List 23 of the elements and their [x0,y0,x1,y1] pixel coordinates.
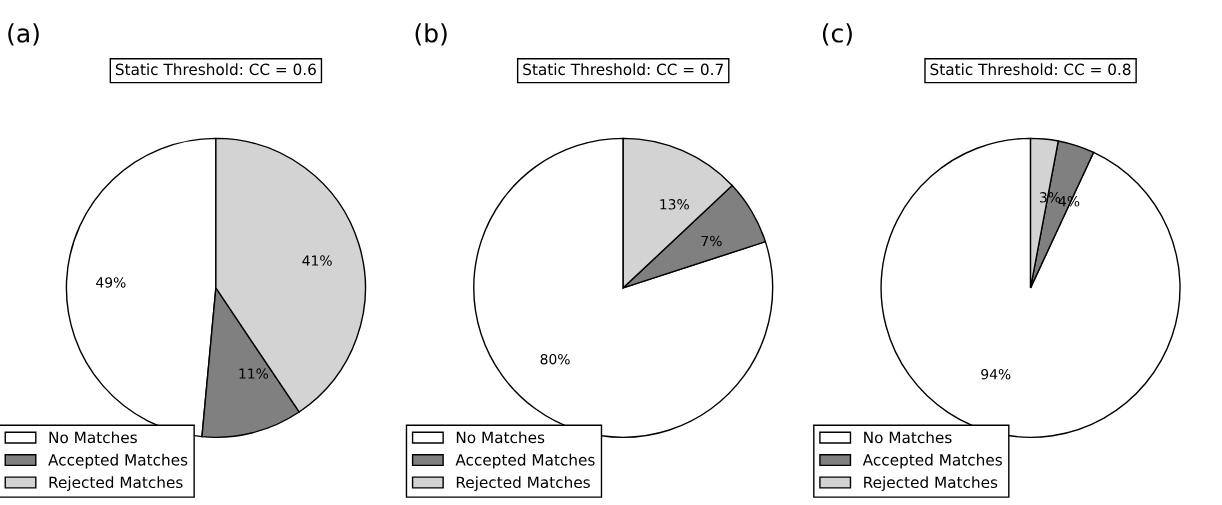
legend-label: No Matches [864,431,952,444]
chart-title: (b) [415,23,447,46]
chart-title: (a) [8,23,39,46]
data-label: 49% [96,277,126,288]
legend-label: No Matches [49,431,137,444]
legend-label: Rejected Matches [864,476,998,492]
chart-subtitle: Static Threshold: CC = 0.7 [523,63,723,76]
legend-label: Accepted Matches [48,453,188,469]
chart-title: (c) [822,23,852,46]
legend-label: Rejected Matches [49,476,183,492]
legend-label: Rejected Matches [456,476,590,492]
data-label: 94% [981,368,1011,380]
pie-slice [1029,140,1095,289]
legend-label: Accepted Matches [455,453,595,469]
data-label: 13% [660,199,689,210]
chart-subtitle: Static Threshold: CC = 0.6 [115,63,316,76]
chart-subtitle: Static Threshold: CC = 0.8 [930,63,1131,76]
legend-label: Accepted Matches [862,453,1002,469]
data-label: 41% [302,255,332,266]
legend-label: No Matches [456,431,545,444]
data-label: 11% [239,368,269,379]
data-label: 80% [540,353,570,365]
data-label: 7% [701,235,722,247]
